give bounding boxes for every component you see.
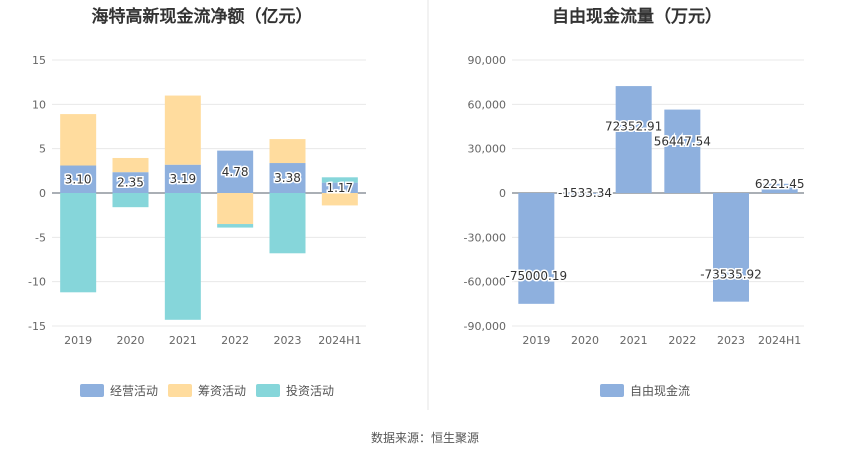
grid xyxy=(52,59,366,327)
legend: 经营活动 筹资活动 投资活动 xyxy=(80,383,334,398)
bar xyxy=(615,86,652,193)
axis-labels: 90,000 60,000 30,000 0 -30,000 -60,000 -90,000… xyxy=(464,54,802,347)
bar xyxy=(164,164,201,193)
data-label: 56447.54 xyxy=(654,134,711,148)
bar xyxy=(112,172,149,193)
axis-labels: 15 10 5 0 -5 -10 -15 2019 2020 2021 2022 2023 2024H1 xyxy=(28,54,361,347)
y-tick-label: -30,000 xyxy=(464,231,506,244)
y-tick-label: -15 xyxy=(28,320,46,333)
y-tick-label: 10 xyxy=(32,98,46,111)
data-label: 72352.91 xyxy=(605,120,662,134)
x-tick-label: 2019 xyxy=(522,334,550,347)
data-label: 3.38 xyxy=(274,171,301,185)
bar xyxy=(567,193,603,196)
bar xyxy=(269,163,306,193)
legend-swatch xyxy=(256,384,280,397)
data-label: 1.17 xyxy=(326,181,353,195)
legend-label: 经营活动 xyxy=(110,384,158,398)
y-tick-label: -10 xyxy=(28,276,46,289)
legend-label: 自由现金流 xyxy=(630,383,690,398)
data-label: -1533.34 xyxy=(558,186,612,200)
bar xyxy=(60,165,97,193)
bar xyxy=(269,193,306,254)
data-label: 3.10 xyxy=(65,172,92,186)
x-tick-label: 2019 xyxy=(64,334,92,347)
bar xyxy=(713,193,749,302)
x-tick-label: 2020 xyxy=(117,334,145,347)
bars xyxy=(60,95,358,320)
data-label: 3.19 xyxy=(169,172,196,186)
data-label: 4.78 xyxy=(222,165,249,179)
data-label: 6221.45 xyxy=(755,177,805,191)
x-tick-label: 2022 xyxy=(668,334,696,347)
bar xyxy=(321,177,358,183)
free-cash-flow-chart: 自由现金流量（万元） -75000.19 -1533.34 72352.915644… xyxy=(464,6,806,398)
bar xyxy=(321,193,358,206)
bar xyxy=(60,193,97,293)
y-tick-label: 5 xyxy=(39,143,46,156)
x-tick-label: 2021 xyxy=(620,334,648,347)
data-source: 数据来源：恒生聚源 xyxy=(371,430,479,445)
y-tick-label: 0 xyxy=(39,187,46,200)
legend-swatch xyxy=(80,384,104,397)
legend-label: 投资活动 xyxy=(286,383,334,398)
bar xyxy=(518,193,555,304)
legend: 自由现金流 xyxy=(600,383,690,398)
y-tick-label: 90,000 xyxy=(468,54,507,67)
chart-title: 自由现金流量（万元） xyxy=(552,6,722,27)
y-tick-label: -5 xyxy=(35,231,46,244)
cash-flow-chart: 海特高新现金流净额（亿元） 3.10 2.35 3.19 4.78 3.38 1.17 1… xyxy=(28,6,366,398)
bar xyxy=(664,109,701,193)
bar xyxy=(217,193,254,225)
data-label: -75000.19 xyxy=(506,269,568,283)
legend-swatch xyxy=(600,384,624,397)
y-tick-label: 15 xyxy=(32,54,46,67)
bar xyxy=(321,182,358,193)
x-tick-label: 2024H1 xyxy=(318,334,361,347)
bar xyxy=(164,193,201,320)
bar xyxy=(164,95,201,165)
x-tick-label: 2023 xyxy=(717,334,745,347)
x-tick-label: 2023 xyxy=(274,334,302,347)
y-tick-label: 30,000 xyxy=(468,143,507,156)
bar xyxy=(60,114,97,166)
y-tick-label: -90,000 xyxy=(464,320,506,333)
bar xyxy=(112,157,149,173)
legend-swatch xyxy=(168,384,192,397)
x-tick-label: 2022 xyxy=(221,334,249,347)
legend-label: 筹资活动 xyxy=(198,384,246,398)
bar xyxy=(112,193,149,208)
bars xyxy=(518,86,798,304)
data-label: -73535.92 xyxy=(700,268,762,282)
data-label: 2.35 xyxy=(117,176,144,190)
bar xyxy=(269,139,306,164)
y-tick-label: -60,000 xyxy=(464,276,506,289)
data-labels: 3.10 2.35 3.19 4.78 3.38 1.17 xyxy=(63,163,354,196)
chart-title: 海特高新现金流净额（亿元） xyxy=(92,6,313,27)
y-tick-label: 0 xyxy=(499,187,506,200)
x-tick-label: 2020 xyxy=(571,334,599,347)
x-tick-label: 2021 xyxy=(169,334,197,347)
bar xyxy=(761,183,798,193)
bar xyxy=(217,150,254,193)
y-tick-label: 60,000 xyxy=(468,98,507,111)
bar xyxy=(217,224,254,228)
grid xyxy=(512,59,804,327)
x-tick-label: 2024H1 xyxy=(758,334,801,347)
